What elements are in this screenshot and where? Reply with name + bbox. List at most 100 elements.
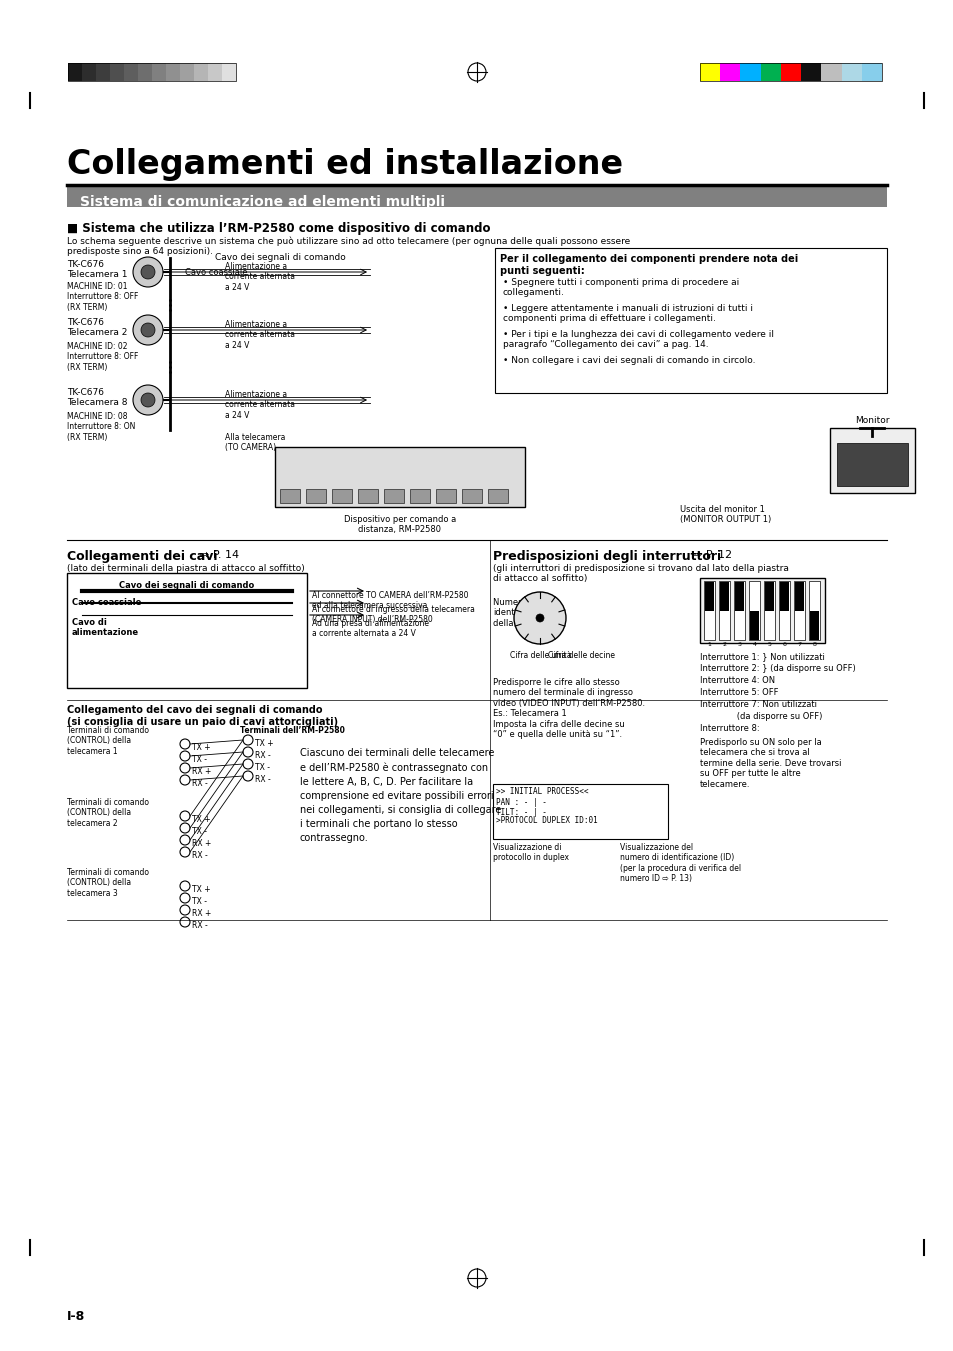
- Text: RX -: RX -: [192, 851, 208, 859]
- Text: Collegamenti ed installazione: Collegamenti ed installazione: [67, 149, 622, 181]
- Bar: [836, 443, 907, 486]
- Bar: [794, 582, 803, 611]
- Bar: [67, 185, 886, 207]
- Bar: [306, 489, 326, 503]
- Text: 8: 8: [812, 642, 816, 647]
- Bar: [720, 582, 728, 611]
- Bar: [781, 63, 801, 81]
- Bar: [760, 63, 781, 81]
- Bar: [166, 63, 180, 81]
- Bar: [829, 428, 914, 493]
- Text: MACHINE ID: 01
Interruttore 8: OFF
(RX TERM): MACHINE ID: 01 Interruttore 8: OFF (RX T…: [67, 282, 138, 312]
- Bar: [861, 63, 882, 81]
- Circle shape: [132, 385, 163, 415]
- Text: Cavo dei segnali di comando: Cavo dei segnali di comando: [214, 253, 345, 262]
- Text: Alla telecamera
(TO CAMERA): Alla telecamera (TO CAMERA): [225, 434, 285, 453]
- Circle shape: [514, 592, 565, 644]
- Text: RX -: RX -: [254, 774, 271, 784]
- Bar: [808, 581, 820, 640]
- Text: Dispositivo per comando a
distanza, RM-P2580: Dispositivo per comando a distanza, RM-P…: [343, 515, 456, 535]
- Text: Collegamento del cavo dei segnali di comando
(si consiglia di usare un paio di c: Collegamento del cavo dei segnali di com…: [67, 705, 337, 727]
- Bar: [740, 63, 760, 81]
- Bar: [68, 63, 82, 81]
- Text: ■ Sistema che utilizza l’RM-P2580 come dispositivo di comando: ■ Sistema che utilizza l’RM-P2580 come d…: [67, 222, 490, 235]
- Text: 4: 4: [752, 642, 756, 647]
- Text: • Per i tipi e la lunghezza dei cavi di collegamento vedere il
paragrafo “Colleg: • Per i tipi e la lunghezza dei cavi di …: [502, 330, 773, 350]
- Text: Numero di
identificazione
della macchina: Numero di identificazione della macchina: [493, 598, 557, 628]
- Text: TX -: TX -: [192, 827, 207, 835]
- Text: 3: 3: [737, 642, 740, 647]
- Circle shape: [132, 315, 163, 345]
- Text: Ciascuno dei terminali delle telecamere
e dell’RM-P2580 è contrassegnato con
le : Ciascuno dei terminali delle telecamere …: [299, 748, 501, 843]
- Text: Alimentazione a
corrente alternata
a 24 V: Alimentazione a corrente alternata a 24 …: [225, 262, 294, 292]
- Bar: [495, 249, 886, 393]
- Text: Cavo coassiale: Cavo coassiale: [71, 598, 141, 607]
- Text: Cavo coassiale: Cavo coassiale: [185, 267, 247, 277]
- Text: Sistema di comunicazione ad elementi multipli: Sistema di comunicazione ad elementi mul…: [80, 195, 444, 209]
- Bar: [749, 611, 759, 640]
- Bar: [793, 581, 804, 640]
- Text: Collegamenti dei cavi: Collegamenti dei cavi: [67, 550, 217, 563]
- Bar: [193, 63, 208, 81]
- Bar: [801, 63, 821, 81]
- Text: RX +: RX +: [192, 908, 212, 917]
- Text: >PROTOCOL DUPLEX ID:01: >PROTOCOL DUPLEX ID:01: [496, 816, 598, 825]
- Text: Visualizzazione di
protocollo in duplex: Visualizzazione di protocollo in duplex: [493, 843, 568, 862]
- Bar: [748, 581, 760, 640]
- Text: Interruttore 8:: Interruttore 8:: [700, 724, 759, 734]
- Circle shape: [132, 257, 163, 286]
- Bar: [82, 63, 96, 81]
- Bar: [152, 63, 166, 81]
- Text: Cavo di
alimentazione: Cavo di alimentazione: [71, 617, 139, 638]
- Bar: [703, 581, 714, 640]
- Bar: [222, 63, 235, 81]
- Text: Per il collegamento dei componenti prendere nota dei
punti seguenti:: Per il collegamento dei componenti prend…: [499, 254, 798, 276]
- Text: TK-C676
Telecamera 1: TK-C676 Telecamera 1: [67, 259, 128, 280]
- Bar: [780, 582, 788, 611]
- Text: Alimentazione a
corrente alternata
a 24 V: Alimentazione a corrente alternata a 24 …: [225, 390, 294, 420]
- Text: (gli interruttori di predisposizione si trovano dal lato della piastra
di attacc: (gli interruttori di predisposizione si …: [493, 563, 788, 584]
- Text: Predisporlo su ON solo per la
telecamera che si trova al
termine della serie. De: Predisporlo su ON solo per la telecamera…: [700, 738, 841, 789]
- Bar: [138, 63, 152, 81]
- Text: RX +: RX +: [192, 766, 212, 775]
- Text: TX -: TX -: [192, 754, 207, 763]
- Text: Ad una presa di alimentazione
a corrente alternata a 24 V: Ad una presa di alimentazione a corrente…: [312, 619, 429, 639]
- Bar: [208, 63, 222, 81]
- Text: Interruttore 2: } (da disporre su OFF): Interruttore 2: } (da disporre su OFF): [700, 663, 855, 673]
- Text: Al connettore TO CAMERA dell’RM-P2580
ed alla telecamera successiva: Al connettore TO CAMERA dell’RM-P2580 ed…: [312, 590, 468, 611]
- Bar: [180, 63, 193, 81]
- Text: Cavo dei segnali di comando: Cavo dei segnali di comando: [119, 581, 254, 590]
- Text: Terminali di comando
(CONTROL) della
telecamera 1: Terminali di comando (CONTROL) della tel…: [67, 725, 149, 755]
- Text: Interruttore 5: OFF: Interruttore 5: OFF: [700, 688, 778, 697]
- Text: >> INITIAL PROCESS<<: >> INITIAL PROCESS<<: [496, 788, 588, 796]
- Bar: [841, 63, 861, 81]
- Circle shape: [141, 323, 154, 336]
- Bar: [700, 63, 720, 81]
- Bar: [274, 447, 524, 507]
- Text: ⇨ P. 14: ⇨ P. 14: [200, 550, 239, 561]
- Bar: [821, 63, 841, 81]
- Text: RX -: RX -: [254, 751, 271, 759]
- Bar: [384, 489, 403, 503]
- Text: 1: 1: [707, 642, 711, 647]
- Bar: [357, 489, 377, 503]
- Text: • Spegnere tutti i componenti prima di procedere ai
collegamenti.: • Spegnere tutti i componenti prima di p…: [502, 278, 739, 297]
- Text: Cifra delle decine: Cifra delle decine: [547, 651, 615, 661]
- Text: RX -: RX -: [192, 778, 208, 788]
- Bar: [779, 581, 789, 640]
- Text: 5: 5: [767, 642, 771, 647]
- Text: MACHINE ID: 08
Interruttore 8: ON
(RX TERM): MACHINE ID: 08 Interruttore 8: ON (RX TE…: [67, 412, 135, 442]
- Text: Terminali dell’RM-P2580: Terminali dell’RM-P2580: [240, 725, 345, 735]
- Bar: [410, 489, 430, 503]
- Text: Alimentazione a
corrente alternata
a 24 V: Alimentazione a corrente alternata a 24 …: [225, 320, 294, 350]
- Circle shape: [141, 393, 154, 407]
- Bar: [461, 489, 481, 503]
- Text: ⇨ P. 12: ⇨ P. 12: [692, 550, 731, 561]
- Text: Uscita del monitor 1
(MONITOR OUTPUT 1): Uscita del monitor 1 (MONITOR OUTPUT 1): [679, 505, 770, 524]
- Bar: [700, 578, 824, 643]
- Bar: [719, 581, 729, 640]
- Bar: [704, 582, 713, 611]
- Text: TX +: TX +: [192, 885, 211, 893]
- Text: TK-C676
Telecamera 2: TK-C676 Telecamera 2: [67, 317, 128, 338]
- Text: 6: 6: [781, 642, 785, 647]
